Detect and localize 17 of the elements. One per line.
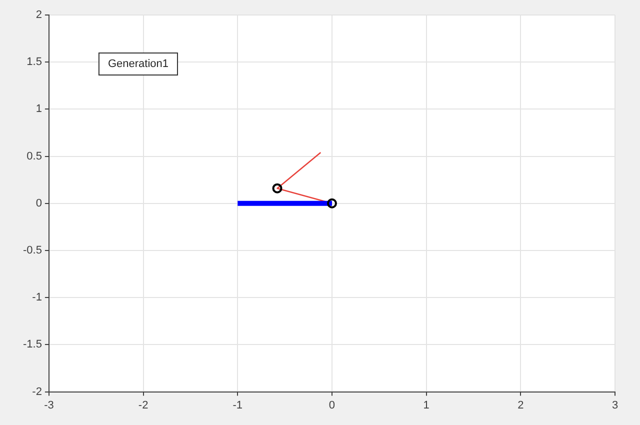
x-tick-label: -1 bbox=[232, 399, 243, 412]
x-tick-label: 0 bbox=[328, 399, 336, 412]
y-tick-label: 0.5 bbox=[26, 150, 42, 162]
y-tick-label: 1 bbox=[36, 103, 42, 116]
y-tick-label: 2 bbox=[36, 9, 42, 22]
x-tick-label: 3 bbox=[612, 399, 618, 412]
x-tick-label: -2 bbox=[138, 399, 148, 412]
x-tick-label: -3 bbox=[44, 399, 54, 412]
y-tick-label: -1 bbox=[32, 292, 42, 304]
y-tick-label: -1.5 bbox=[22, 338, 42, 351]
y-tick-label: -2 bbox=[32, 386, 42, 398]
x-tick-label: 1 bbox=[423, 399, 430, 412]
x-tick-label: 2 bbox=[518, 399, 524, 412]
y-tick-label: 0 bbox=[36, 197, 42, 210]
y-tick-label: 1.5 bbox=[26, 56, 42, 68]
y-tick-label: -0.5 bbox=[22, 244, 42, 257]
annotation: Generation1 bbox=[108, 58, 168, 70]
